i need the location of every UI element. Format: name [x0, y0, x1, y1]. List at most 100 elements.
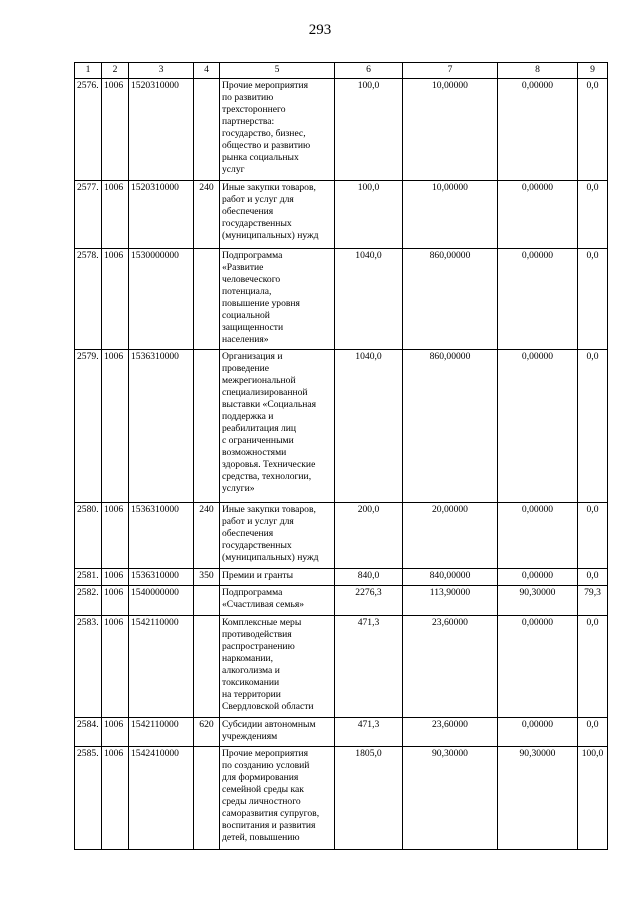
table-cell: Иные закупки товаров, работ и услуг для … [219, 502, 335, 569]
header-cell: 4 [193, 62, 220, 79]
table-cell: 1536310000 [128, 502, 194, 569]
header-cell: 7 [402, 62, 498, 79]
table-cell: 0,0 [577, 180, 608, 249]
header-cell: 9 [577, 62, 608, 79]
table-cell: 1006 [101, 615, 129, 718]
table-cell: Подпрограмма «Счастливая семья» [219, 585, 335, 616]
table-cell: 23,60000 [402, 615, 498, 718]
table-cell [193, 248, 220, 350]
table-cell: 1006 [101, 180, 129, 249]
table-cell: 10,00000 [402, 78, 498, 181]
table-cell: 0,0 [577, 349, 608, 503]
table-cell: 1530000000 [128, 248, 194, 350]
table-cell: 2582. [74, 585, 102, 616]
table-cell [193, 615, 220, 718]
table-cell: 2583. [74, 615, 102, 718]
table-cell: 1006 [101, 746, 129, 850]
table-cell: 1006 [101, 717, 129, 747]
table-cell: 471,3 [334, 615, 403, 718]
table-cell: 0,0 [577, 502, 608, 569]
table-cell: 0,00000 [497, 568, 578, 586]
table-cell: 2585. [74, 746, 102, 850]
table-cell: 23,60000 [402, 717, 498, 747]
table-cell: Субсидии автономным учреждениям [219, 717, 335, 747]
table-cell: 1805,0 [334, 746, 403, 850]
table-cell: 860,00000 [402, 349, 498, 503]
table-cell: 1536310000 [128, 349, 194, 503]
table-cell: 1006 [101, 78, 129, 181]
table-cell: 1006 [101, 349, 129, 503]
budget-table: 1 2 3 4 5 6 7 8 9 2576. 1006 1520310000 Прочие мероп… [74, 62, 608, 850]
table-cell: 1542110000 [128, 717, 194, 747]
table-cell: 20,00000 [402, 502, 498, 569]
table-cell: 2581. [74, 568, 102, 586]
table-cell: 0,00000 [497, 180, 578, 249]
table-row: 2585. 1006 1542410000 Прочие мероприятия по… [74, 746, 608, 850]
table-cell: 471,3 [334, 717, 403, 747]
table-cell: 2577. [74, 180, 102, 249]
table-cell: 0,00000 [497, 717, 578, 747]
table-row: 2584. 1006 1542110000 620 Субсидии автономны… [74, 717, 608, 747]
table-cell: 1542110000 [128, 615, 194, 718]
table-cell: Премии и гранты [219, 568, 335, 586]
table-row: 2583. 1006 1542110000 Комплексные меры прот… [74, 615, 608, 718]
table-cell: 0,00000 [497, 615, 578, 718]
table-cell: 200,0 [334, 502, 403, 569]
table-cell: 860,00000 [402, 248, 498, 350]
table-cell: 2578. [74, 248, 102, 350]
table-cell: Прочие мероприятия по созданию условий д… [219, 746, 335, 850]
table-cell: 1540000000 [128, 585, 194, 616]
table-cell [193, 585, 220, 616]
table-cell: 0,00000 [497, 78, 578, 181]
table-row: 2580. 1006 1536310000 240 Иные закупки товар… [74, 502, 608, 569]
table-cell: 1006 [101, 248, 129, 350]
table-cell [193, 746, 220, 850]
table-cell: 90,30000 [497, 585, 578, 616]
header-cell: 3 [128, 62, 194, 79]
table-cell: 840,00000 [402, 568, 498, 586]
table-cell: 0,0 [577, 568, 608, 586]
table-cell: 2584. [74, 717, 102, 747]
table-cell: 240 [193, 180, 220, 249]
table-row: 2577. 1006 1520310000 240 Иные закупки товар… [74, 180, 608, 249]
table-cell [193, 78, 220, 181]
header-cell: 5 [219, 62, 335, 79]
table-cell: 79,3 [577, 585, 608, 616]
header-cell: 1 [74, 62, 102, 79]
table-cell: 100,0 [577, 746, 608, 850]
table-cell: Иные закупки товаров, работ и услуг для … [219, 180, 335, 249]
table-row: 2579. 1006 1536310000 Организация и проведе… [74, 349, 608, 503]
table-row: 2581. 1006 1536310000 350 Премии и гранты 840… [74, 568, 608, 586]
table-cell: 1040,0 [334, 248, 403, 350]
table-cell: 100,0 [334, 180, 403, 249]
table-row: 2578. 1006 1530000000 Подпрограмма «Развити… [74, 248, 608, 350]
table-row: 2582. 1006 1540000000 Подпрограмма «Счастли… [74, 585, 608, 616]
table-cell: 0,0 [577, 615, 608, 718]
table-cell: Подпрограмма «Развитие человеческого пот… [219, 248, 335, 350]
table-cell: 2576. [74, 78, 102, 181]
table-cell [193, 349, 220, 503]
header-cell: 8 [497, 62, 578, 79]
table-cell: 1536310000 [128, 568, 194, 586]
header-cell: 2 [101, 62, 129, 79]
table-cell: 1542410000 [128, 746, 194, 850]
table-cell: 113,90000 [402, 585, 498, 616]
table-cell: 840,0 [334, 568, 403, 586]
table-cell: 90,30000 [497, 746, 578, 850]
table-cell: 240 [193, 502, 220, 569]
table-cell: 0,00000 [497, 248, 578, 350]
table-cell: 0,0 [577, 78, 608, 181]
table-cell: Организация и проведение межрегиональной… [219, 349, 335, 503]
table-cell: 0,00000 [497, 502, 578, 569]
table-cell: 2580. [74, 502, 102, 569]
table-cell: Прочие мероприятия по развитию трехсторо… [219, 78, 335, 181]
table-cell: 1006 [101, 585, 129, 616]
table-cell: 0,00000 [497, 349, 578, 503]
table-cell: 1520310000 [128, 180, 194, 249]
table-cell: 100,0 [334, 78, 403, 181]
table-cell: 2579. [74, 349, 102, 503]
table-cell: 10,00000 [402, 180, 498, 249]
table-cell: 620 [193, 717, 220, 747]
table-cell: Комплексные меры противодействия распрос… [219, 615, 335, 718]
